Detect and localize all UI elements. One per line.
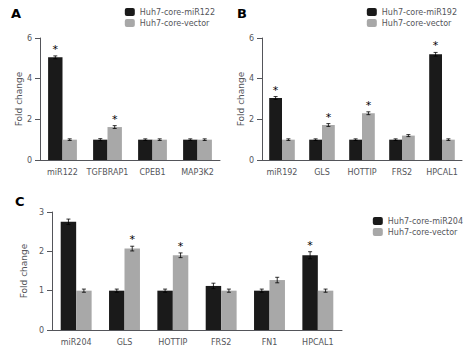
svg-text:*: *: [326, 111, 332, 124]
svg-text:A: A: [11, 6, 21, 21]
svg-text:GLS: GLS: [314, 168, 330, 177]
svg-text:*: *: [129, 233, 135, 246]
svg-text:FN1: FN1: [262, 338, 278, 347]
svg-text:4: 4: [249, 74, 254, 83]
svg-text:HOTTIP: HOTTIP: [347, 168, 376, 177]
svg-text:Huh7-core-miR204: Huh7-core-miR204: [388, 217, 463, 226]
svg-text:*: *: [112, 113, 118, 126]
svg-text:Huh7-core-vector: Huh7-core-vector: [140, 19, 210, 28]
svg-text:FRS2: FRS2: [392, 168, 412, 177]
svg-text:TGFBRAP1: TGFBRAP1: [86, 168, 129, 177]
svg-text:6: 6: [249, 34, 254, 43]
svg-text:Huh7-core-vector: Huh7-core-vector: [382, 19, 452, 28]
svg-text:MAP3K2: MAP3K2: [181, 168, 214, 177]
svg-text:Fold change: Fold change: [236, 71, 246, 126]
svg-text:B: B: [237, 6, 247, 21]
svg-text:C: C: [15, 194, 25, 209]
svg-text:Huh7-core-vector: Huh7-core-vector: [388, 228, 458, 237]
svg-text:Fold change: Fold change: [14, 71, 24, 126]
svg-text:*: *: [53, 43, 59, 56]
svg-text:miR122: miR122: [47, 168, 78, 177]
svg-text:Huh7-core-miR192: Huh7-core-miR192: [382, 8, 457, 17]
svg-text:miR204: miR204: [61, 338, 92, 347]
svg-text:Huh7-core-miR122: Huh7-core-miR122: [140, 8, 215, 17]
svg-text:0: 0: [39, 326, 44, 335]
svg-text:HPCAL1: HPCAL1: [302, 338, 333, 347]
svg-text:GLS: GLS: [117, 338, 133, 347]
svg-text:HOTTIP: HOTTIP: [158, 338, 187, 347]
svg-text:*: *: [433, 39, 439, 52]
svg-text:Fold change: Fold change: [19, 243, 29, 298]
svg-text:6: 6: [27, 34, 32, 43]
svg-text:*: *: [366, 99, 372, 112]
svg-text:3: 3: [39, 208, 44, 217]
svg-text:CPEB1: CPEB1: [139, 168, 165, 177]
svg-text:4: 4: [27, 74, 32, 83]
svg-text:2: 2: [249, 115, 254, 124]
svg-text:*: *: [307, 239, 313, 252]
svg-text:2: 2: [39, 247, 44, 256]
svg-text:0: 0: [27, 156, 32, 165]
svg-text:FRS2: FRS2: [211, 338, 231, 347]
svg-text:*: *: [273, 84, 279, 97]
svg-text:1: 1: [39, 286, 44, 295]
svg-text:HPCAL1: HPCAL1: [426, 168, 457, 177]
svg-text:miR192: miR192: [267, 168, 298, 177]
svg-text:0: 0: [249, 156, 254, 165]
svg-text:*: *: [178, 240, 184, 253]
svg-text:2: 2: [27, 115, 32, 124]
